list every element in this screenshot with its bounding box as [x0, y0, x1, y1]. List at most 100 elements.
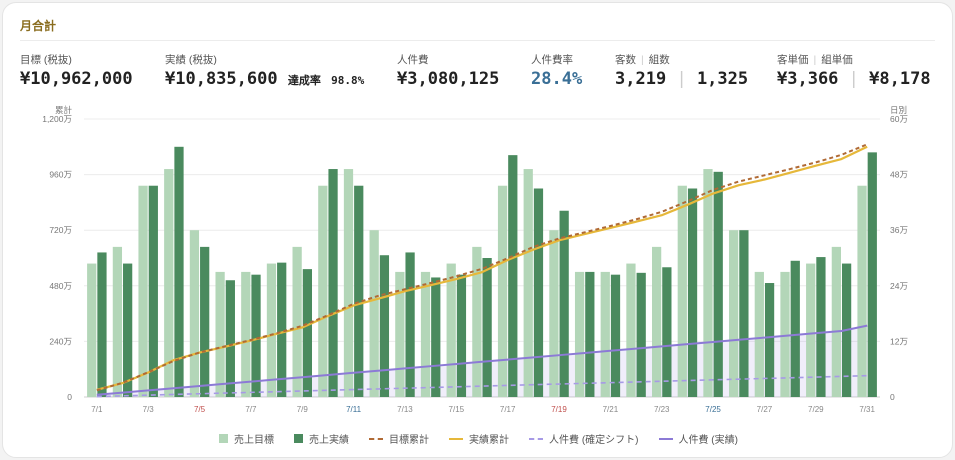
target-bar — [549, 230, 559, 397]
actual-bar — [148, 185, 158, 397]
target-bar — [112, 246, 123, 397]
target-bar — [395, 271, 405, 397]
left-axis-tick: 240万 — [49, 336, 72, 346]
unit-price-value: ¥3,366 — [777, 69, 839, 89]
labor-value: ¥3,080,125 — [397, 69, 500, 89]
legend-swatch — [369, 437, 384, 440]
x-axis-tick: 7/1 — [91, 405, 103, 414]
right-axis-tick: 48万 — [890, 170, 908, 180]
target-bar — [626, 263, 636, 397]
groups-value: 1,325 — [696, 69, 749, 89]
achievement-rate-label: 達成率 — [287, 74, 321, 87]
actual-bar — [816, 257, 826, 397]
legend-label: 目標累計 — [389, 435, 430, 446]
x-axis-tick: 7/13 — [397, 405, 413, 414]
labor-rate-label: 人件費率 — [531, 54, 573, 66]
target-bar — [857, 185, 867, 397]
target-bar — [497, 185, 508, 397]
target-label: 目標 (税抜) — [20, 54, 72, 66]
legend-swatch — [294, 434, 304, 443]
actual-bar — [585, 271, 595, 397]
labor-plan-line — [96, 374, 868, 398]
x-axis-tick: 7/3 — [143, 405, 155, 414]
target-value: ¥10,962,000 — [20, 69, 133, 89]
actual-label: 実績 (税抜) — [165, 54, 217, 66]
target-bar — [241, 271, 251, 397]
actual-bar — [174, 146, 184, 397]
target-bar — [677, 185, 687, 397]
right-axis-tick: 0 — [890, 392, 895, 402]
x-axis-tick: 7/11 — [346, 405, 362, 414]
unit-price-label-group: 客単価 | 組単価 — [777, 52, 853, 67]
actual-bar — [739, 230, 749, 397]
target-bar — [600, 271, 610, 397]
actual-bar — [200, 246, 210, 397]
legend-label: 人件費 (実績) — [678, 435, 738, 446]
customers-value-group: 3,219 | 1,325 — [615, 69, 748, 89]
legend-item: 実績累計 — [449, 431, 509, 446]
actual-bar — [456, 274, 467, 397]
target-bar — [292, 246, 302, 397]
legend-item: 人件費 (実績) — [658, 431, 738, 446]
target-bar — [215, 271, 225, 397]
actual-value-group: ¥10,835,600 達成率 98.8% — [165, 69, 364, 89]
actual-bar — [354, 185, 364, 397]
divider — [20, 40, 935, 41]
target-bar — [754, 271, 764, 397]
unit-price-value-group: ¥3,366 | ¥8,178 — [777, 69, 931, 89]
target-bar — [87, 263, 97, 397]
labor-actual-line — [96, 324, 868, 396]
left-axis-tick: 480万 — [49, 281, 72, 291]
group-price-value: ¥8,178 — [869, 69, 931, 89]
actual-value: ¥10,835,600 — [165, 69, 278, 89]
actual-bar — [508, 155, 518, 397]
actual-bar — [790, 260, 800, 397]
target-bar — [446, 263, 456, 397]
actual-bar — [277, 262, 287, 397]
labor-rate-value: 28.4% — [531, 69, 583, 89]
actual-bar — [636, 272, 646, 397]
x-axis-tick: 7/9 — [297, 405, 309, 414]
target-bar — [164, 169, 174, 397]
label-separator: | — [641, 54, 644, 66]
group-price-label: 組単価 — [821, 54, 853, 66]
actual-bar — [687, 188, 698, 397]
x-axis-tick: 7/27 — [757, 405, 773, 414]
legend-item: 目標累計 — [369, 431, 429, 446]
customers-label-group: 客数 | 組数 — [615, 52, 670, 67]
right-axis-tick: 36万 — [890, 225, 908, 235]
target-bar — [420, 271, 431, 397]
legend-label: 人件費 (確定シフト) — [549, 435, 639, 446]
actual-bar — [533, 188, 544, 397]
target-bar — [703, 169, 713, 397]
actual-bar — [379, 255, 390, 397]
value-separator: | — [676, 69, 687, 89]
legend-item: 売上目標 — [219, 431, 274, 446]
actual-bar — [123, 263, 133, 397]
sales-chart: 0 0 240万 12万 480万 24万 720万 36万 960万 48万 1,200万 60万 累… — [42, 105, 908, 414]
target-bar — [651, 246, 662, 397]
target-bar — [806, 263, 816, 397]
achievement-rate-value: 98.8% — [331, 74, 365, 87]
legend-label: 売上実績 — [309, 435, 350, 446]
customers-label: 客数 — [615, 54, 636, 66]
right-axis-tick: 24万 — [890, 281, 908, 291]
actual-bar — [610, 274, 621, 397]
target-bar — [574, 271, 585, 397]
legend-label: 売上目標 — [234, 435, 275, 446]
unit-price-label: 客単価 — [777, 54, 809, 66]
value-separator: | — [848, 69, 859, 89]
legend-item: 人件費 (確定シフト) — [529, 431, 639, 446]
left-axis-tick: 1,200万 — [42, 114, 72, 124]
card-title: 月合計 — [20, 19, 57, 33]
x-axis-tick: 7/17 — [500, 405, 516, 414]
target-bar — [189, 230, 200, 397]
x-axis-tick: 7/15 — [449, 405, 465, 414]
target-bar — [318, 185, 328, 397]
chart-legend: 売上目標 売上実績 目標累計 実績累計 人件費 (確定シフト) 人件費 (実績) — [3, 431, 954, 446]
actual-bar — [405, 252, 415, 397]
labor-label: 人件費 — [397, 54, 429, 66]
actual-bar — [764, 283, 775, 397]
right-axis-tick: 12万 — [890, 336, 908, 346]
actual-bar — [328, 169, 338, 397]
